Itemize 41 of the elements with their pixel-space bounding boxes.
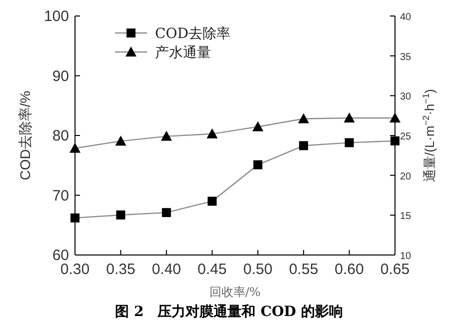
point [162, 208, 171, 218]
y-tick-label: 70 [52, 187, 69, 204]
point [115, 136, 126, 146]
point [208, 196, 217, 206]
point [70, 213, 80, 222]
x-tick-label: 0.50 [243, 261, 272, 278]
point [344, 138, 354, 148]
x-tick-label: 0.45 [198, 261, 227, 278]
caption: 图 2 压力对膜通量和 COD 的影响 [115, 303, 343, 320]
y2-tick-label: 15 [400, 211, 412, 222]
y-tick-label: 90 [52, 68, 69, 85]
y2-tick-label: 40 [400, 12, 412, 23]
point [344, 112, 355, 122]
x-tick-label: 0.55 [288, 261, 318, 278]
point [298, 113, 310, 124]
legend-label: COD去除率 [155, 26, 230, 42]
y2-tick-label: 20 [400, 171, 412, 182]
y-tick-label: 60 [52, 247, 69, 264]
x-tick-label: 0.30 [60, 261, 90, 278]
point [206, 128, 218, 138]
x-tick-label: 0.35 [106, 261, 136, 278]
y2-tick-label: 35 [400, 52, 412, 63]
point [70, 142, 80, 153]
point [160, 130, 172, 141]
point [252, 121, 264, 132]
y-tick-label: 80 [52, 128, 69, 144]
y-axis-title: COD去除率/% [17, 90, 33, 180]
y2-tick-label: 25 [400, 132, 412, 142]
x-axis-title: 回收率/% [209, 285, 261, 299]
x-tick-label: 0.65 [380, 261, 410, 278]
x-tick-label: 0.40 [152, 261, 182, 278]
point [390, 112, 400, 122]
y2-tick-label: 10 [400, 251, 412, 262]
point [299, 141, 308, 150]
y-tick-label: 100 [44, 8, 69, 25]
point [253, 160, 262, 170]
point [116, 210, 126, 220]
point [390, 136, 400, 146]
x-tick-label: 0.60 [334, 261, 364, 278]
legend-label: 产水通量 [155, 45, 211, 61]
y2-tick-label: 30 [400, 92, 412, 103]
